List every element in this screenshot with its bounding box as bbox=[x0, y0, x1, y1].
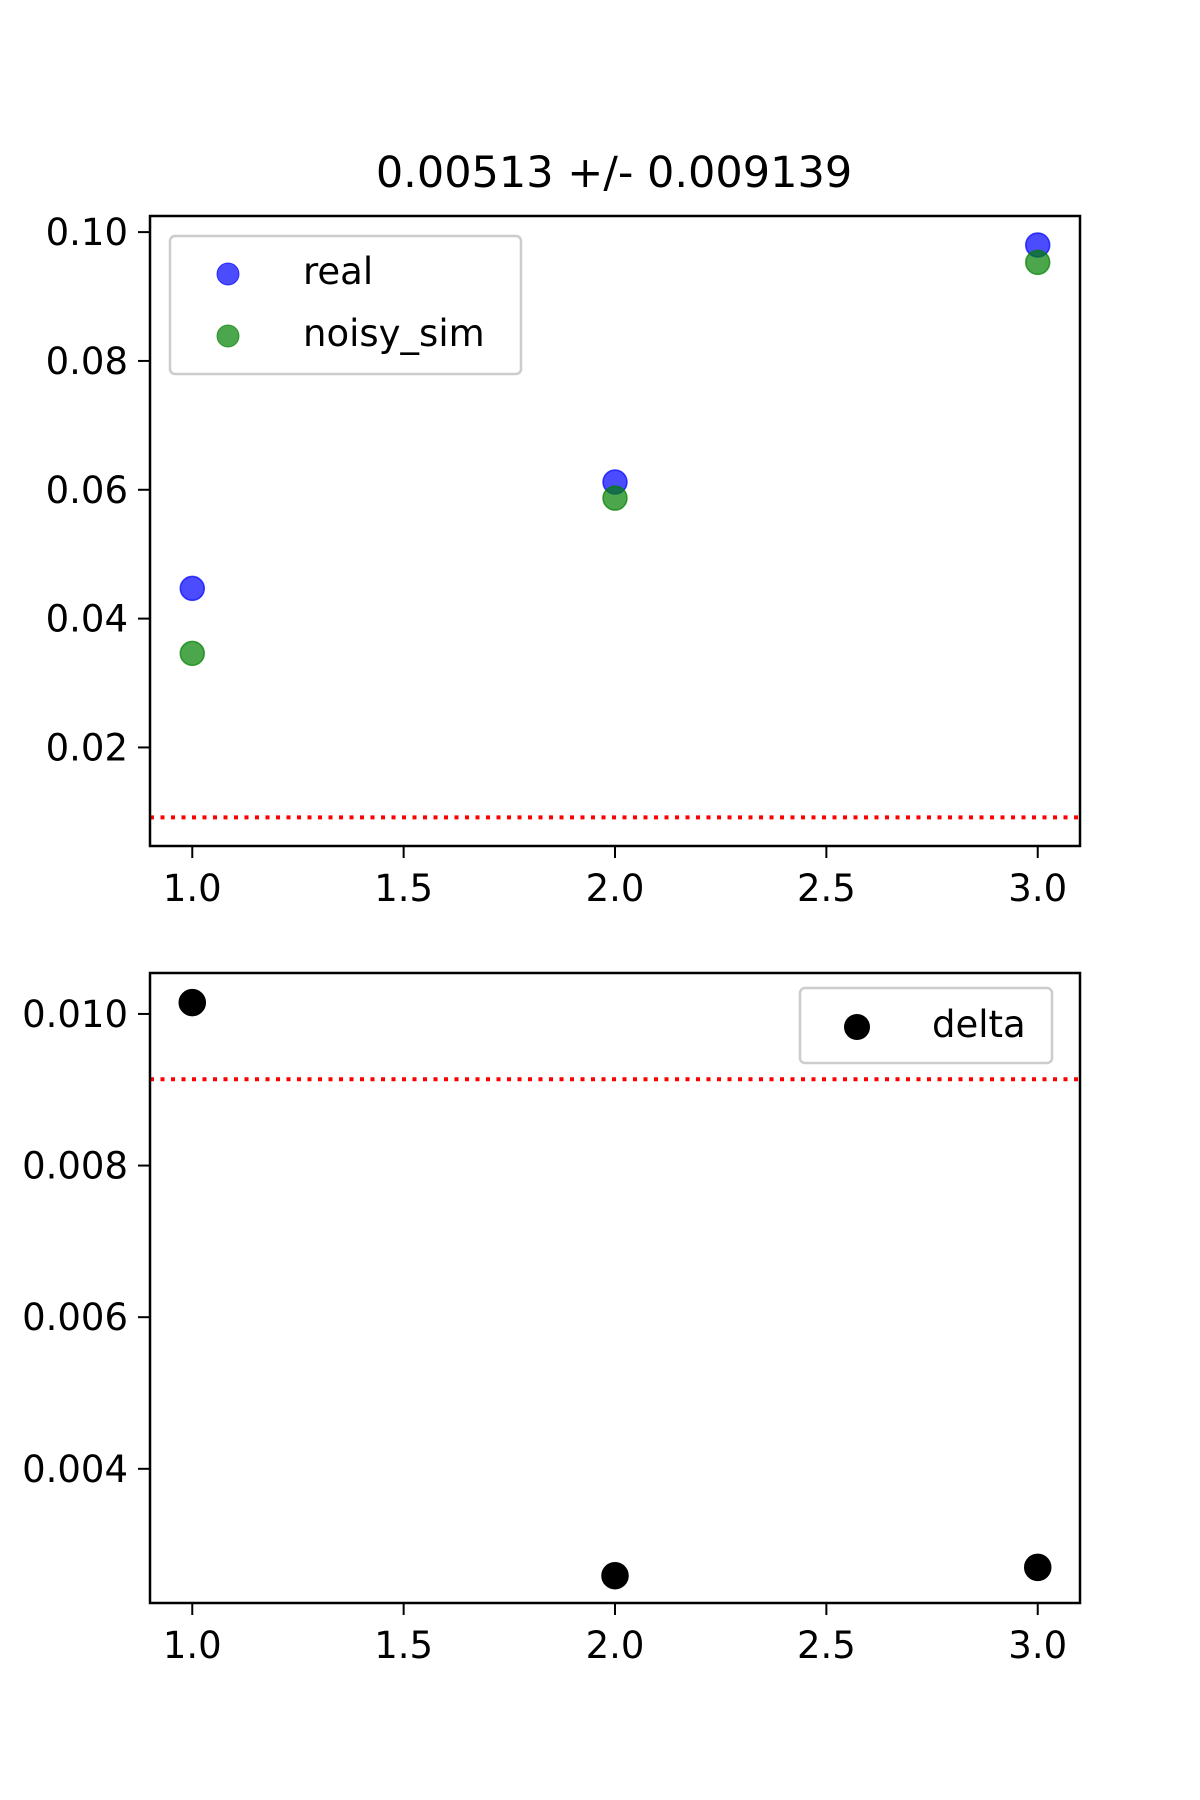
bottom-legend-box bbox=[798, 986, 1054, 1065]
bottom-point-delta-3 bbox=[1023, 1553, 1052, 1582]
top-y-tick-label-0-06: 0.06 bbox=[46, 469, 128, 512]
bottom-legend: delta bbox=[798, 986, 1054, 1065]
legend-marker-noisy-sim bbox=[216, 324, 240, 348]
top-point-noisy-sim-2 bbox=[602, 485, 628, 511]
top-legend: real noisy_sim bbox=[168, 234, 523, 376]
legend-label-delta: delta bbox=[932, 1003, 1026, 1046]
bottom-y-tick-label-0-010: 0.010 bbox=[22, 993, 128, 1036]
bottom-y-tick-label-0-008: 0.008 bbox=[22, 1145, 128, 1188]
top-axes-frame bbox=[148, 214, 1082, 848]
bottom-x-tick-label-3-0: 3.0 bbox=[1008, 1624, 1067, 1667]
top-point-noisy-sim-3 bbox=[1024, 249, 1051, 276]
top-y-tick-label-0-08: 0.08 bbox=[46, 340, 128, 383]
top-legend-box bbox=[168, 234, 523, 376]
top-y-tick-label-0-02: 0.02 bbox=[46, 726, 128, 769]
bottom-x-tick-label-1-0: 1.0 bbox=[163, 1624, 222, 1667]
legend-marker-delta bbox=[844, 1014, 870, 1040]
bottom-y-tick-label-0-006: 0.006 bbox=[22, 1296, 128, 1339]
bottom-point-delta-2 bbox=[601, 1561, 629, 1590]
legend-label-noisy-sim: noisy_sim bbox=[303, 312, 485, 355]
bottom-x-tick-label-2-0: 2.0 bbox=[586, 1624, 645, 1667]
top-x-tick-label-1-0: 1.0 bbox=[163, 867, 222, 910]
bottom-subplot: 1.0 1.5 2.0 2.5 3.0 0.004 0.006 0.008 0.010 bbox=[22, 971, 1082, 1667]
bottom-x-tick-label-2-5: 2.5 bbox=[797, 1624, 856, 1667]
top-subplot: 0.00513 +/- 0.009139 1.0 1.5 2.0 2.5 3.0 0.02… bbox=[46, 148, 1082, 910]
top-chart-title: 0.00513 +/- 0.009139 bbox=[376, 148, 852, 198]
top-x-tick-label-1-5: 1.5 bbox=[374, 867, 433, 910]
bottom-x-tick-label-1-5: 1.5 bbox=[374, 1624, 433, 1667]
top-x-tick-label-3-0: 3.0 bbox=[1008, 867, 1067, 910]
bottom-point-delta-1 bbox=[178, 988, 207, 1017]
top-x-tick-label-2-0: 2.0 bbox=[586, 867, 645, 910]
bottom-y-tick-label-0-004: 0.004 bbox=[22, 1448, 128, 1491]
bottom-plot-area: 1.0 1.5 2.0 2.5 3.0 0.004 0.006 0.008 0.010 bbox=[22, 971, 1082, 1667]
top-y-tick-label-0-04: 0.04 bbox=[46, 598, 128, 641]
top-x-tick-label-2-5: 2.5 bbox=[797, 867, 856, 910]
top-point-noisy-sim-1 bbox=[179, 640, 206, 667]
legend-marker-real bbox=[216, 262, 240, 286]
bottom-axes-frame bbox=[148, 971, 1082, 1605]
top-plot-area: 1.0 1.5 2.0 2.5 3.0 0.02 0.04 0.06 0.08 0.10 bbox=[46, 211, 1082, 910]
legend-label-real: real bbox=[303, 250, 373, 293]
top-point-real-1 bbox=[179, 575, 206, 602]
top-y-tick-label-0-10: 0.10 bbox=[46, 211, 128, 254]
